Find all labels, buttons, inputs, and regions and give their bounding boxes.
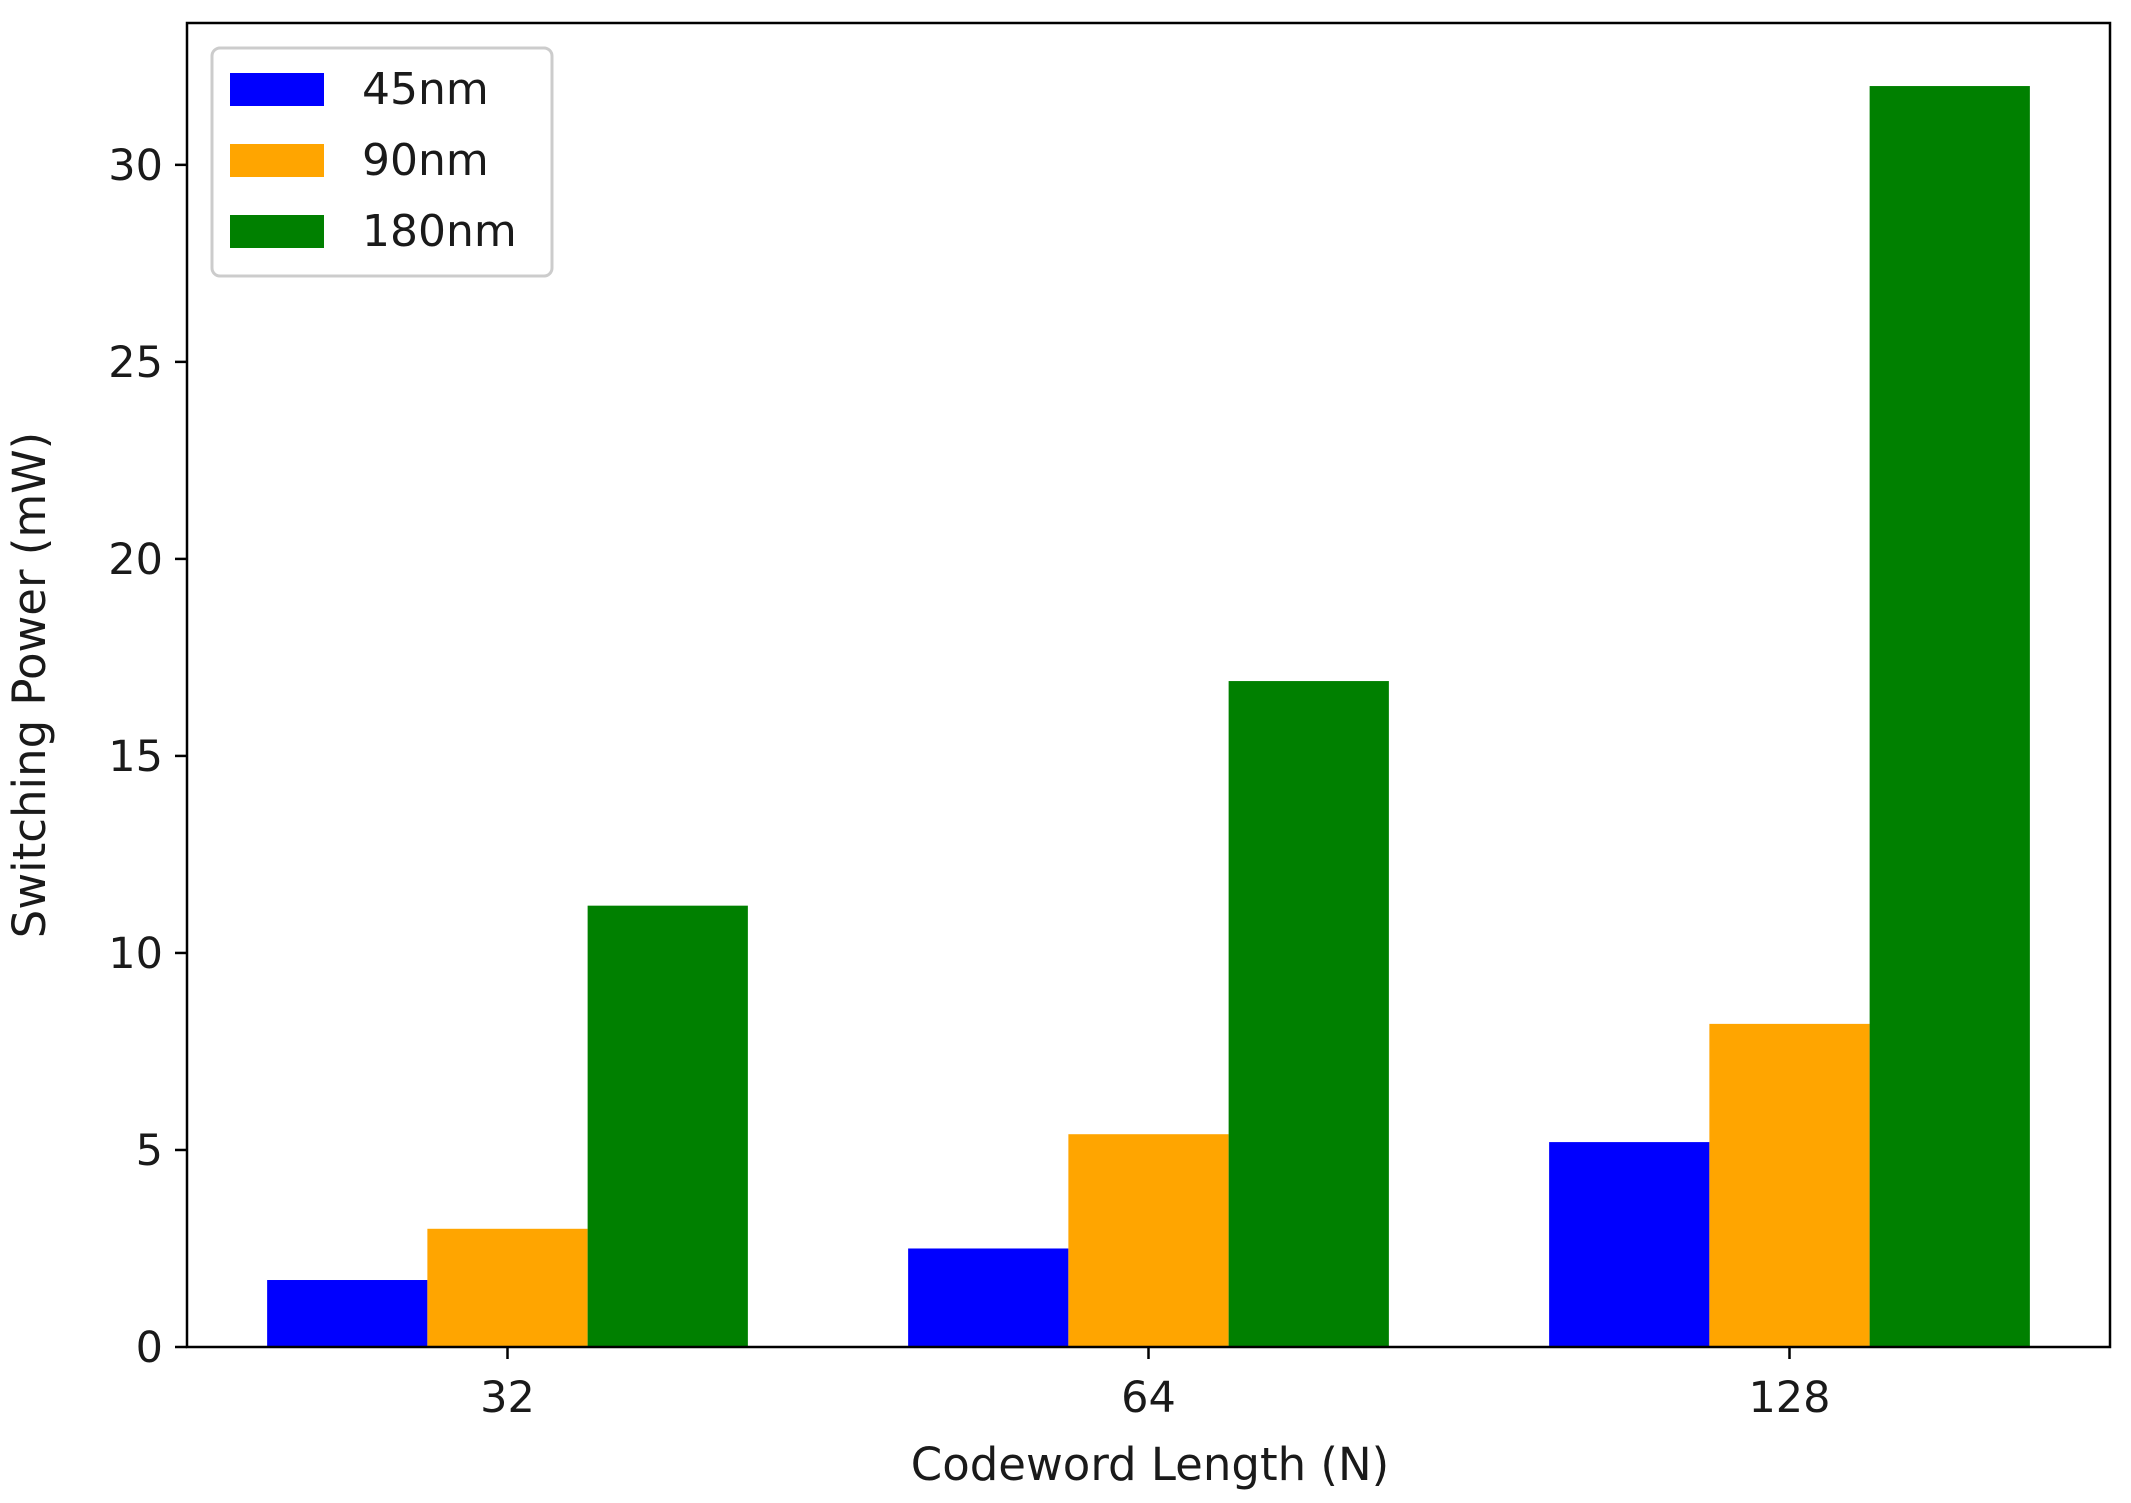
x-tick-label: 64 (1121, 1373, 1176, 1423)
y-tick-label: 20 (108, 535, 163, 585)
y-tick-label: 15 (108, 732, 163, 782)
y-tick-label: 5 (136, 1126, 163, 1176)
legend-label-90nm: 90nm (362, 135, 489, 186)
bar-45nm-32 (267, 1280, 428, 1347)
legend-swatch-90nm (230, 144, 324, 177)
y-tick-label: 10 (108, 929, 163, 979)
x-tick-label: 128 (1748, 1373, 1830, 1423)
legend-swatch-180nm (230, 215, 324, 248)
axes-layer: 0 5 10 15 20 25 30 32 64 128 (108, 21, 2112, 1423)
bar-90nm-128 (1709, 1023, 1870, 1347)
bar-45nm-64 (908, 1248, 1069, 1347)
legend-label-180nm: 180nm (362, 206, 517, 257)
legend-swatch-45nm (230, 73, 324, 106)
bar-180nm-64 (1228, 681, 1389, 1347)
y-tick-label: 30 (108, 141, 163, 191)
bar-180nm-32 (587, 905, 748, 1347)
y-axis-label: Switching Power (mW) (3, 432, 56, 938)
bar-90nm-64 (1068, 1134, 1229, 1347)
legend-label-45nm: 45nm (362, 64, 489, 115)
legend: 45nm 90nm 180nm (210, 46, 554, 278)
bar-180nm-128 (1869, 86, 2030, 1348)
y-tick-label: 0 (136, 1323, 163, 1373)
x-axis-label: Codeword Length (N) (911, 1438, 1389, 1491)
bars-layer (267, 86, 2030, 1348)
bar-45nm-128 (1549, 1142, 1710, 1347)
x-tick-label: 32 (480, 1373, 535, 1423)
bar-90nm-32 (427, 1228, 588, 1347)
y-tick-label: 25 (108, 338, 163, 388)
